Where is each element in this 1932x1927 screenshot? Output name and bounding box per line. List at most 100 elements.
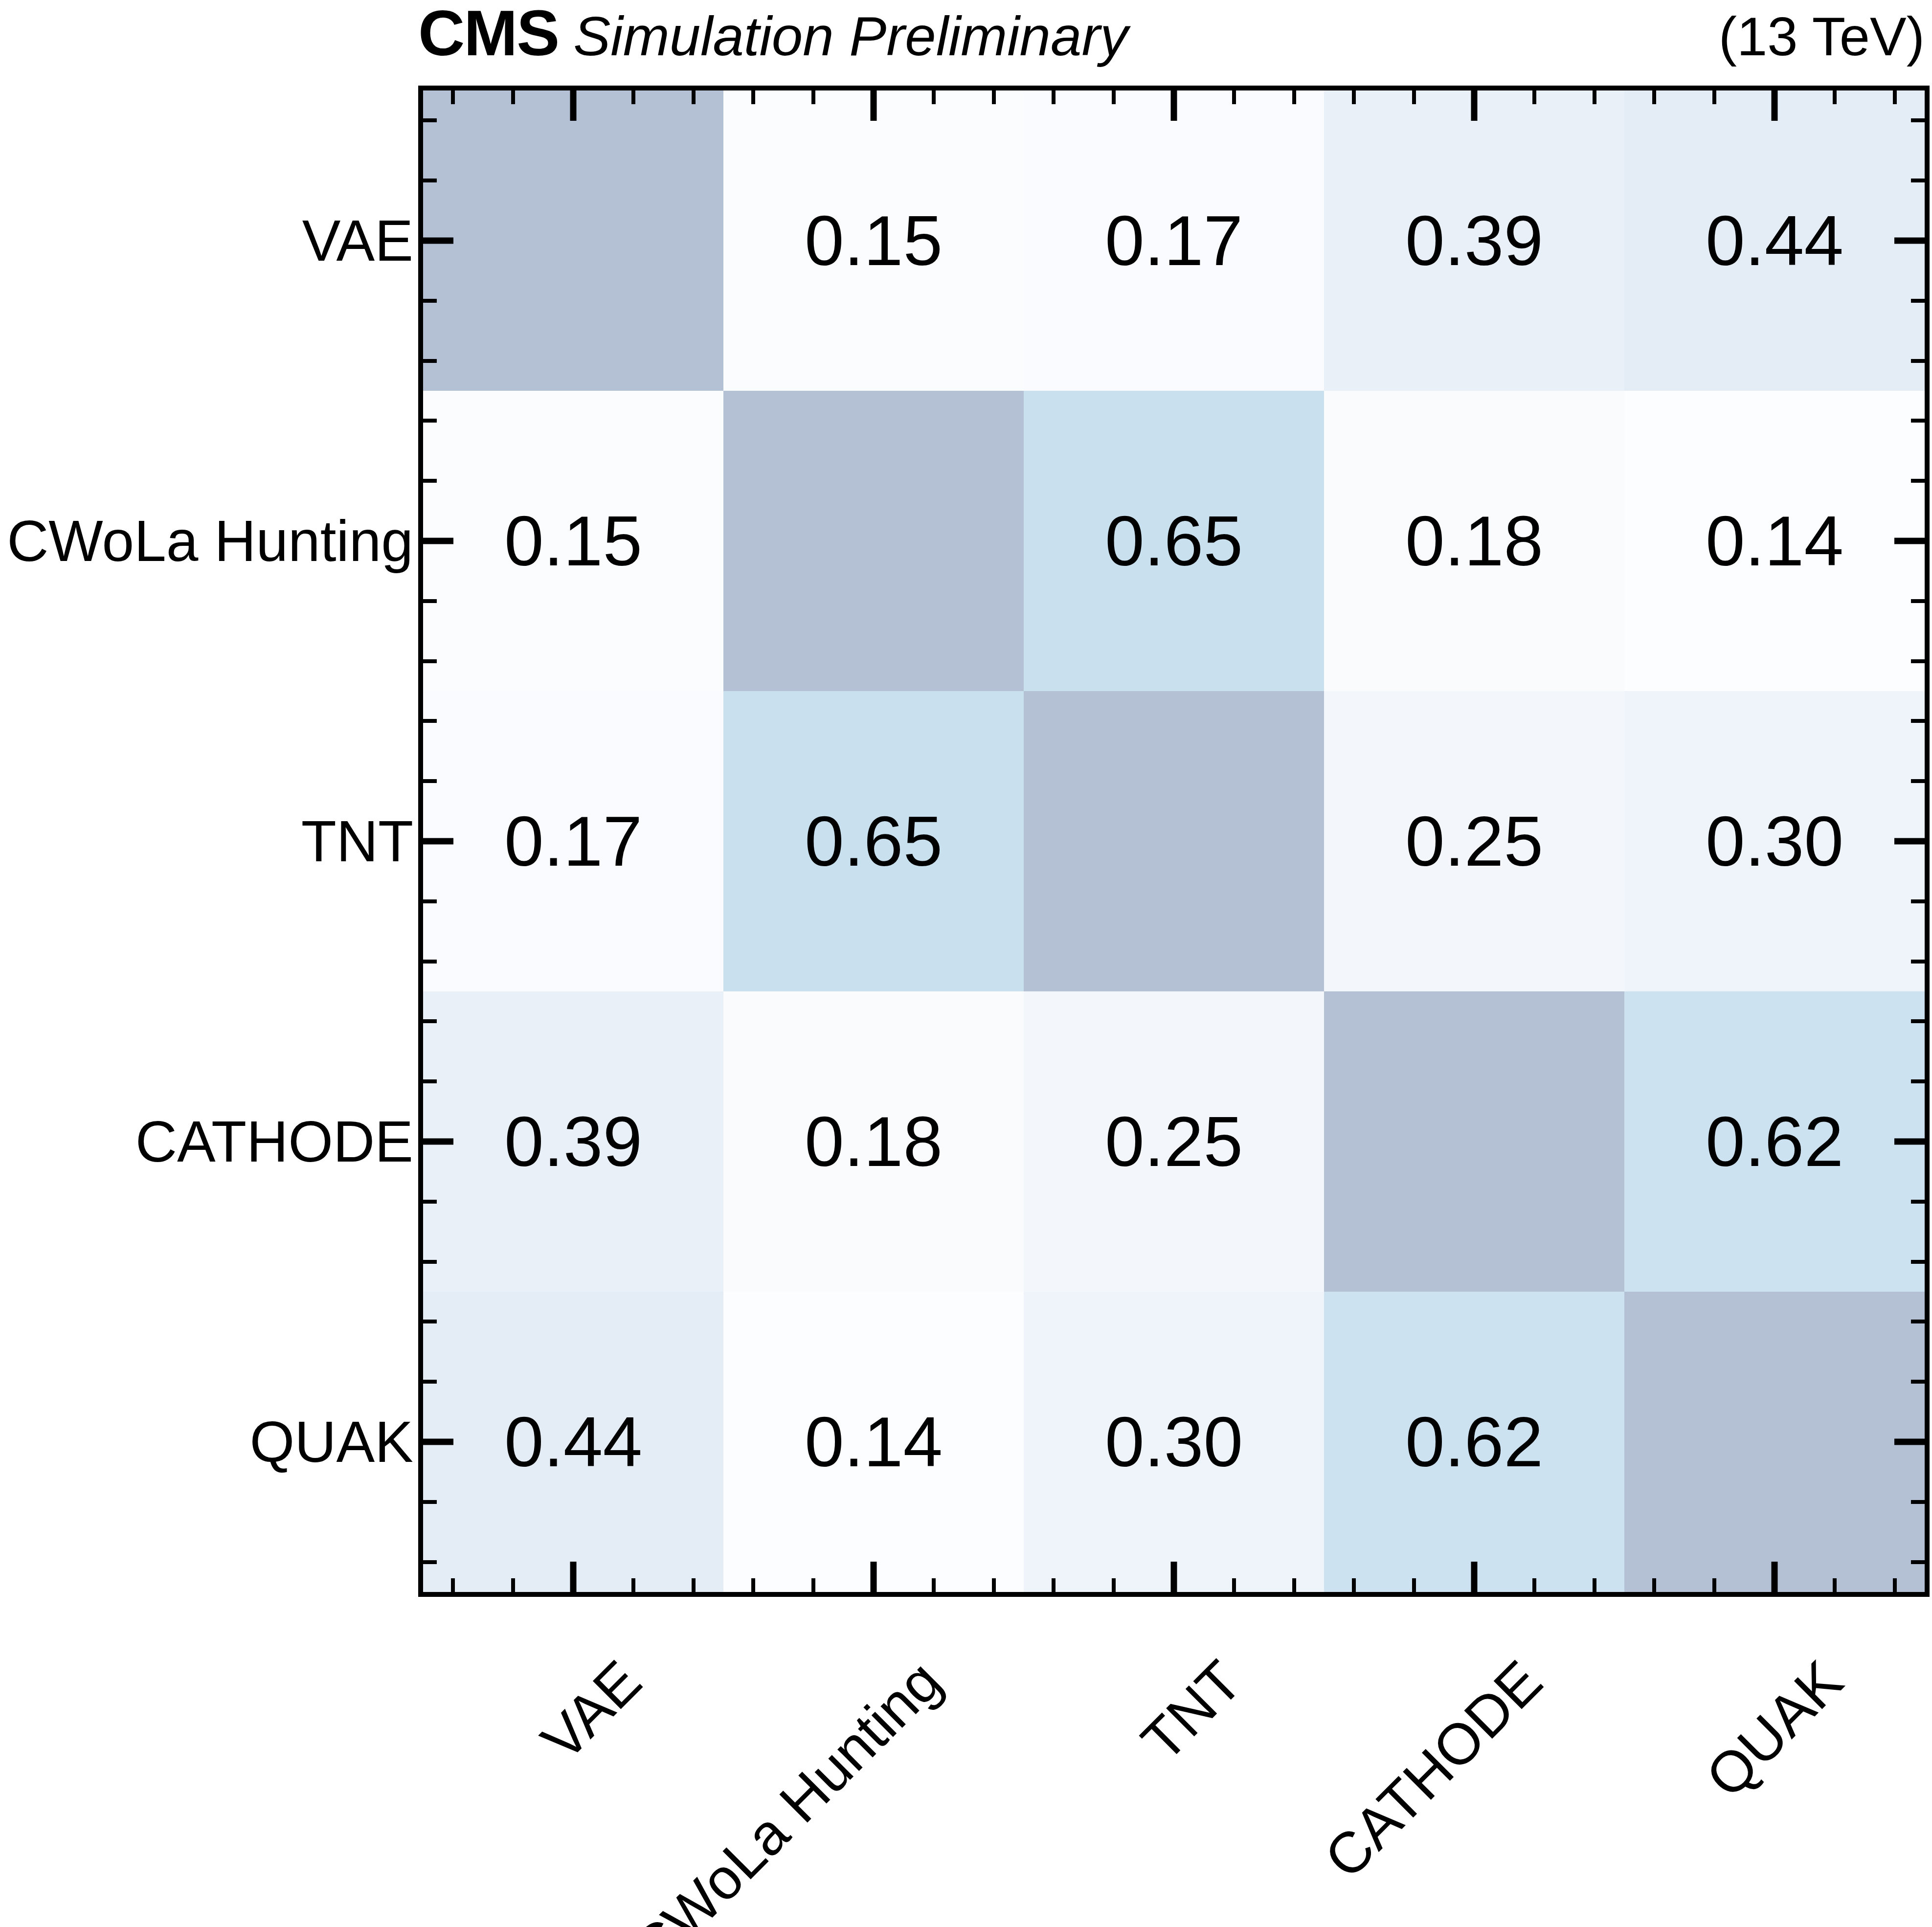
heatmap-cell: 0.39 (423, 991, 723, 1292)
heatmap-cell: 0.39 (1324, 90, 1624, 391)
axis-tick (1893, 1578, 1897, 1592)
axis-tick (1412, 1578, 1416, 1592)
heatmap-cell: 0.14 (1624, 391, 1925, 691)
axis-tick (451, 1578, 455, 1592)
axis-tick (871, 90, 877, 121)
axis-tick (1171, 1562, 1177, 1592)
x-axis-label: TNT (1131, 1651, 1252, 1771)
axis-tick (1911, 1380, 1925, 1384)
axis-tick (423, 1560, 437, 1564)
axis-tick (423, 719, 437, 723)
axis-tick (1911, 960, 1925, 964)
axis-tick (423, 838, 453, 845)
axis-tick (1833, 1578, 1837, 1592)
axis-tick (423, 1019, 437, 1023)
heatmap-grid: 0.150.170.390.440.150.650.180.140.170.65… (418, 86, 1930, 1597)
axis-tick (1911, 719, 1925, 723)
axis-tick (1532, 90, 1536, 104)
axis-tick (1894, 838, 1925, 845)
axis-tick (1471, 1562, 1478, 1592)
axis-tick (423, 1380, 437, 1384)
axis-tick (1292, 1578, 1296, 1592)
axis-tick (1911, 419, 1925, 423)
axis-tick (1911, 1320, 1925, 1323)
heatmap-cell-diagonal (723, 391, 1024, 691)
axis-tick (1911, 899, 1925, 903)
y-axis-label: TNT (301, 812, 413, 870)
axis-tick (1911, 1500, 1925, 1504)
energy-label: (13 TeV) (1719, 5, 1925, 68)
axis-tick (423, 118, 437, 122)
axis-tick (1112, 1578, 1116, 1592)
axis-tick (511, 1578, 515, 1592)
axis-tick (992, 1578, 996, 1592)
axis-tick (1911, 1560, 1925, 1564)
axis-tick (423, 479, 437, 483)
axis-tick (1772, 1562, 1778, 1592)
heatmap-cell: 0.25 (1324, 691, 1624, 991)
axis-tick (1893, 90, 1897, 104)
axis-tick (692, 90, 696, 104)
heatmap-cell: 0.15 (723, 90, 1024, 391)
axis-tick (1232, 90, 1236, 104)
x-axis-label: CWoLa Hunting (623, 1651, 951, 1927)
axis-tick (811, 1578, 815, 1592)
axis-tick (932, 90, 936, 104)
axis-tick (423, 1439, 453, 1445)
heatmap-cell: 0.14 (723, 1292, 1024, 1592)
axis-tick (1911, 599, 1925, 603)
heatmap-cell: 0.44 (1624, 90, 1925, 391)
axis-tick (1894, 538, 1925, 544)
axis-tick (1593, 1578, 1596, 1592)
axis-tick (423, 1079, 437, 1083)
axis-tick (570, 1562, 577, 1592)
axis-tick (1833, 90, 1837, 104)
title-bar: CMS Simulation Preliminary (13 TeV) (418, 0, 1925, 70)
axis-tick (1593, 90, 1596, 104)
axis-tick (1911, 659, 1925, 663)
axis-tick (1232, 1578, 1236, 1592)
axis-tick (423, 779, 437, 783)
axis-tick (423, 1200, 437, 1204)
axis-tick (1471, 90, 1478, 121)
axis-tick (423, 659, 437, 663)
y-axis-label: QUAK (250, 1413, 413, 1471)
heatmap-cell-diagonal (423, 90, 723, 391)
axis-tick (992, 90, 996, 104)
y-axis-label: VAE (302, 212, 413, 269)
axis-tick (1911, 359, 1925, 363)
axis-tick (1911, 1260, 1925, 1264)
heatmap-cell: 0.65 (723, 691, 1024, 991)
axis-tick (1894, 1139, 1925, 1145)
axis-tick (1412, 90, 1416, 104)
axis-tick (1911, 118, 1925, 122)
axis-tick (570, 90, 577, 121)
heatmap-cell: 0.62 (1624, 991, 1925, 1292)
heatmap-cell: 0.30 (1624, 691, 1925, 991)
axis-tick (1911, 779, 1925, 783)
heatmap-cell: 0.62 (1324, 1292, 1624, 1592)
axis-tick (1911, 1200, 1925, 1204)
axis-tick (1772, 90, 1778, 121)
axis-tick (1352, 90, 1356, 104)
heatmap-cell: 0.15 (423, 391, 723, 691)
heatmap-cell: 0.30 (1024, 1292, 1324, 1592)
heatmap-cell: 0.65 (1024, 391, 1324, 691)
axis-tick (1052, 90, 1056, 104)
axis-tick (631, 90, 635, 104)
axis-tick (1352, 1578, 1356, 1592)
axis-tick (511, 90, 515, 104)
axis-tick (451, 90, 455, 104)
heatmap-cell: 0.44 (423, 1292, 723, 1592)
axis-tick (423, 299, 437, 303)
axis-tick (1911, 1079, 1925, 1083)
axis-tick (631, 1578, 635, 1592)
axis-tick (423, 1139, 453, 1145)
axis-tick (1911, 179, 1925, 182)
heatmap-cell: 0.17 (423, 691, 723, 991)
figure-canvas: CMS Simulation Preliminary (13 TeV) 0.15… (0, 0, 1932, 1927)
axis-tick (423, 960, 437, 964)
axis-tick (932, 1578, 936, 1592)
axis-tick (1894, 1439, 1925, 1445)
y-axis-label: CATHODE (135, 1113, 413, 1170)
